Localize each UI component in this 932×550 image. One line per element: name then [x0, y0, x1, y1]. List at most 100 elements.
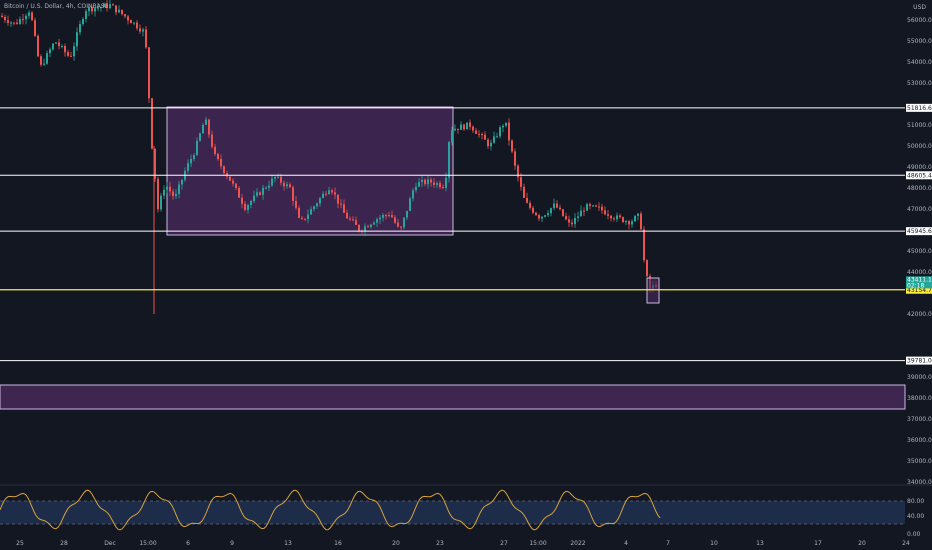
candle-body	[61, 45, 63, 47]
candle-body	[7, 20, 9, 23]
candle-body	[472, 126, 474, 131]
candle-body	[256, 192, 258, 196]
candle-body	[226, 172, 228, 177]
candle-body	[637, 213, 639, 217]
oscillator-line[interactable]	[0, 489, 661, 531]
candle-body	[397, 222, 399, 227]
oscillator-tick-label: 0.00	[907, 531, 921, 538]
oscillator-tick-label: 80.00	[907, 498, 924, 505]
candle-body	[187, 163, 189, 171]
time-tick-label: 15:00	[529, 540, 546, 547]
candle-body	[355, 220, 357, 225]
candle-body	[604, 210, 606, 215]
candle-body	[370, 224, 372, 227]
candle-body	[562, 209, 564, 217]
candle-body	[469, 122, 471, 127]
candle-body	[463, 124, 465, 130]
candle-body	[235, 183, 237, 188]
countdown-label: 02:18	[907, 282, 924, 289]
candle-body	[181, 179, 183, 185]
candle-body	[244, 203, 246, 210]
candle-body	[502, 125, 504, 128]
price-tick-label: 51000.00	[907, 122, 932, 129]
price-tick-label: 38000.00	[907, 395, 932, 402]
candle-body	[442, 187, 444, 189]
price-tick-label: 54000.00	[907, 59, 932, 66]
candle-body	[220, 159, 222, 167]
horizontal-levels[interactable]: 51816.63 48605.42 45945.61 43154.72 39781.04…	[0, 103, 932, 365]
candle-body	[424, 179, 426, 185]
time-tick-label: 4	[624, 540, 628, 547]
candle-body	[511, 140, 513, 152]
candle-body	[202, 124, 204, 134]
candle-body	[301, 217, 303, 219]
time-tick-label: 9	[230, 540, 234, 547]
current-price-box[interactable]	[646, 277, 660, 304]
candle-body	[82, 18, 84, 25]
candle-body	[280, 176, 282, 183]
candle-body	[466, 122, 468, 130]
candle-body	[394, 217, 396, 223]
candle-body	[457, 128, 459, 130]
candle-body	[49, 49, 51, 54]
candle-body	[403, 217, 405, 228]
price-tick-label: 35000.00	[907, 458, 932, 465]
candle-body	[313, 206, 315, 210]
candle-body	[268, 185, 270, 188]
candle-body	[385, 215, 387, 217]
time-tick-label: 28	[60, 540, 68, 547]
candle-body	[286, 184, 288, 187]
time-tick-label: Dec	[104, 540, 116, 547]
candlestick-series	[1, 0, 657, 314]
level-price-label: 43154.72	[907, 287, 932, 294]
candle-body	[31, 12, 33, 21]
candle-body	[499, 127, 501, 137]
candle-body	[211, 134, 213, 147]
candle-body	[538, 215, 540, 219]
candle-body	[373, 222, 375, 225]
candle-body	[67, 52, 69, 56]
time-tick-label: 17	[814, 540, 822, 547]
candle-body	[292, 187, 294, 201]
candle-body	[574, 217, 576, 225]
price-tick-label: 45000.00	[907, 248, 932, 255]
candle-body	[130, 20, 132, 24]
time-tick-label: 20	[392, 540, 400, 547]
candle-body	[577, 216, 579, 218]
candle-body	[178, 184, 180, 194]
candle-body	[259, 192, 261, 195]
price-axis[interactable]: 56000.00 55000.00 54000.00 53000.00 51000.00…	[907, 17, 932, 486]
candle-body	[97, 7, 99, 9]
candle-body	[544, 215, 546, 217]
candle-body	[289, 184, 291, 188]
candle-body	[76, 32, 78, 47]
time-tick-label: 24	[902, 540, 910, 547]
time-tick-label: 20	[858, 540, 866, 547]
level-price-label: 51816.63	[907, 105, 932, 112]
time-axis[interactable]: 25 28 Dec 15:00 6 9 13 16 20 23 27 15:00 2022 4 7 10 13 1…	[16, 540, 910, 547]
candle-body	[10, 22, 12, 24]
candle-body	[208, 119, 210, 135]
candle-body	[583, 210, 585, 212]
candle-body	[157, 178, 159, 210]
candle-body	[541, 216, 543, 219]
candle-body	[388, 215, 390, 217]
candle-body	[139, 28, 141, 32]
chart-title: Bitcoin / U.S. Dollar, 4h, COINBASE	[4, 3, 109, 10]
candle-body	[40, 56, 42, 65]
candle-body	[460, 124, 462, 130]
candle-body	[436, 183, 438, 185]
candle-body	[79, 24, 81, 33]
level-price-tag	[906, 356, 932, 365]
candle-body	[25, 15, 27, 20]
candle-body	[382, 215, 384, 218]
candle-body	[343, 204, 345, 213]
candle-body	[325, 193, 327, 195]
candle-body	[346, 212, 348, 219]
candle-body	[514, 151, 516, 166]
candle-body	[490, 142, 492, 147]
candle-body	[310, 209, 312, 215]
demand-zone[interactable]	[0, 384, 906, 410]
candle-body	[640, 213, 642, 230]
